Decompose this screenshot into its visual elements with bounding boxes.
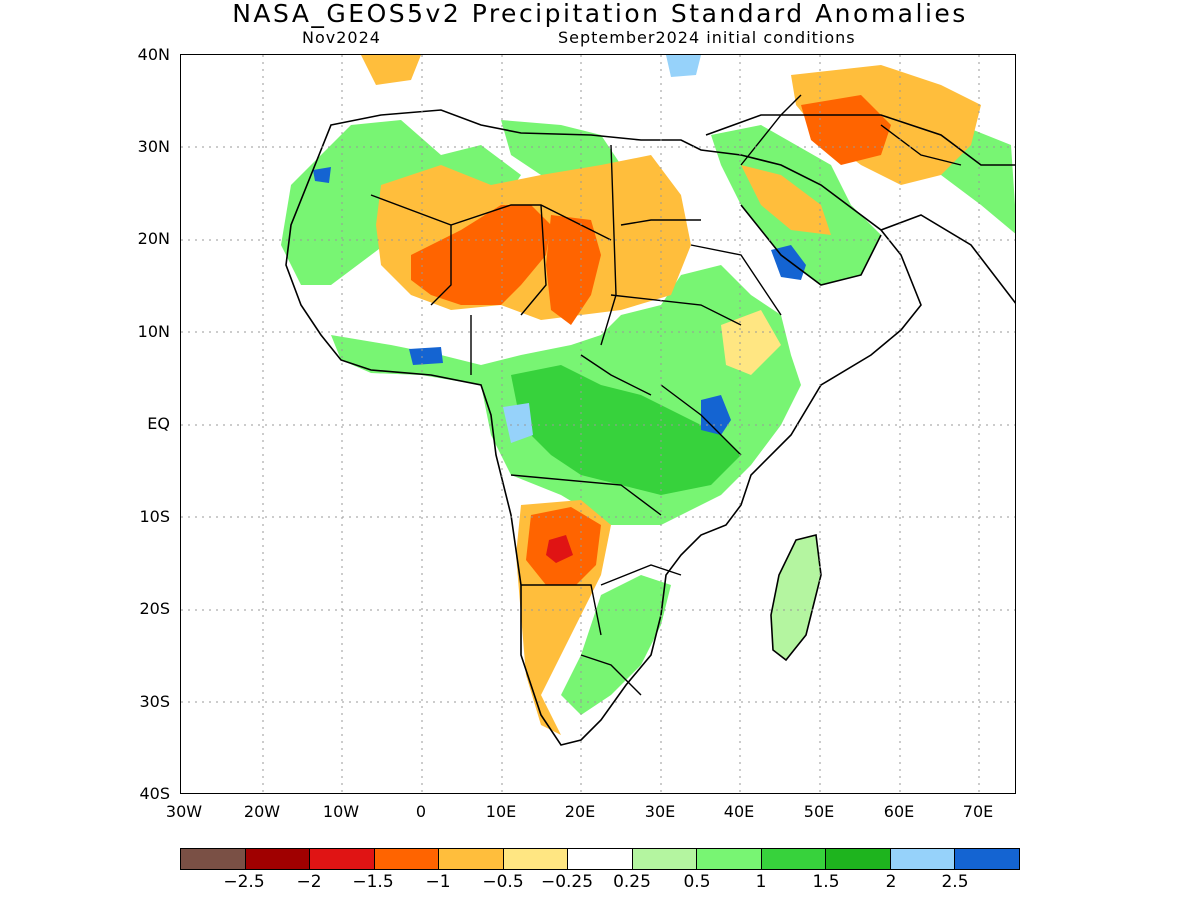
legend-label: −1	[425, 872, 451, 892]
lat-label-10s: 10S	[139, 507, 170, 526]
legend-label: 2.5	[941, 872, 969, 892]
lat-label-30s: 30S	[139, 692, 170, 711]
lat-label-20n: 20N	[137, 229, 170, 248]
legend-swatch	[761, 849, 827, 869]
country-borders	[370, 94, 962, 696]
wet-madagascar	[771, 535, 821, 660]
legend-label: 1	[755, 872, 767, 892]
lat-label-20s: 20S	[139, 599, 170, 618]
legend-swatch	[826, 849, 891, 869]
lon-label-20e: 20E	[564, 802, 596, 821]
lon-label-0: 0	[415, 802, 427, 821]
legend-label: −1.5	[352, 872, 394, 892]
legend-swatch	[310, 849, 375, 869]
lon-label-40e: 40E	[723, 802, 755, 821]
dry-east-africa-light	[721, 310, 781, 375]
legend-swatch	[632, 849, 698, 869]
legend-label: −0.5	[482, 872, 524, 892]
dry-med-light	[361, 55, 421, 85]
legend-swatch	[181, 849, 246, 869]
lon-label-50e: 50E	[803, 802, 835, 821]
legend-swatch	[245, 849, 311, 869]
legend-label: 2	[885, 872, 897, 892]
legend-swatch	[439, 849, 504, 869]
very-wet-gulf-guinea	[409, 347, 443, 365]
legend-swatch	[890, 849, 956, 869]
lat-label-10n: 10N	[137, 322, 170, 341]
very-wet-med	[666, 55, 701, 77]
legend-label: −2	[296, 872, 322, 892]
lat-label-eq: EQ	[147, 414, 170, 433]
lon-label-60e: 60E	[883, 802, 915, 821]
very-wet-congo	[503, 403, 533, 443]
map-panel	[180, 54, 1016, 794]
lat-label-40n: 40N	[137, 45, 170, 64]
lon-label-10e: 10E	[485, 802, 517, 821]
lon-label-20w: 20W	[243, 802, 281, 821]
very-wet-east-africa	[701, 395, 731, 435]
very-wet-morocco	[313, 167, 331, 183]
lon-label-10w: 10W	[322, 802, 360, 821]
graticule	[181, 55, 1015, 793]
legend-swatch	[568, 849, 633, 869]
lat-label-30n: 30N	[137, 137, 170, 156]
legend-label: −2.5	[223, 872, 265, 892]
lat-label-40s: 40S	[139, 784, 170, 803]
legend-swatch	[374, 849, 440, 869]
dry-sahara-strong	[411, 205, 551, 305]
legend-label: 0.25	[613, 872, 651, 892]
color-legend	[180, 848, 1020, 870]
lon-label-30e: 30E	[644, 802, 676, 821]
dry-chad-strong	[546, 215, 601, 325]
dry-iran-light	[741, 165, 831, 235]
anomaly-map	[181, 55, 1015, 793]
wet-central-africa-dark	[511, 365, 741, 495]
lon-label-30w: 30W	[165, 802, 203, 821]
legend-swatch	[503, 849, 569, 869]
initial-conditions-label: September2024 initial conditions	[558, 28, 856, 47]
legend-swatch	[697, 849, 762, 869]
coastlines	[285, 109, 1015, 746]
legend-swatch	[955, 849, 1019, 869]
legend-label: 1.5	[812, 872, 840, 892]
map-title: NASA_GEOS5v2 Precipitation Standard Anom…	[232, 0, 968, 28]
legend-label: −0.25	[540, 872, 594, 892]
legend-label: 0.5	[683, 872, 711, 892]
lon-label-70e: 70E	[962, 802, 994, 821]
dry-angola-core	[546, 535, 573, 563]
forecast-month: Nov2024	[302, 28, 381, 47]
